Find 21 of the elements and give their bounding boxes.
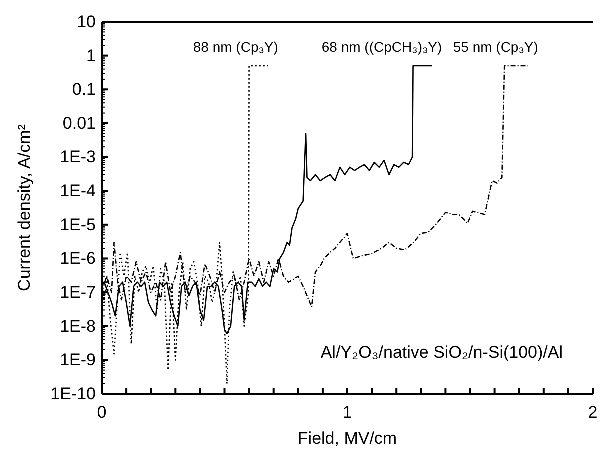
x-tick-label: 0 (97, 403, 107, 422)
x-tick-label: 2 (588, 403, 598, 422)
y-tick-label: 1E-9 (60, 350, 96, 370)
x-axis-title: Field, MV/cm (298, 429, 398, 448)
y-tick-label: 0.1 (72, 80, 96, 100)
y-axis-title: Current density, A/cm² (15, 124, 34, 292)
y-tick-label: 1 (86, 46, 96, 66)
x-tick-label: 1 (342, 403, 352, 422)
y-tick-label: 1E-6 (60, 249, 96, 268)
y-tick-label: 1E-3 (60, 148, 96, 167)
series-label: 55 nm (Cp₃Y) (453, 39, 538, 55)
series-label: 88 nm (Cp₃Y) (193, 39, 278, 55)
y-tick-label: 0.01 (62, 114, 96, 133)
y-tick-label: 1E-10 (50, 384, 96, 404)
y-tick-label: 1E-8 (60, 316, 96, 336)
annotation: Al/Y₂O₃/native SiO₂/n-Si(100)/Al (320, 343, 563, 362)
y-tick-label: 1E-4 (60, 182, 96, 201)
y-tick-label: 10 (77, 12, 96, 32)
y-tick-label: 1E-5 (60, 215, 96, 234)
y-tick-label: 1E-7 (60, 282, 96, 302)
series-label: 68 nm ((CpCH₃)₃Y) (322, 39, 442, 55)
